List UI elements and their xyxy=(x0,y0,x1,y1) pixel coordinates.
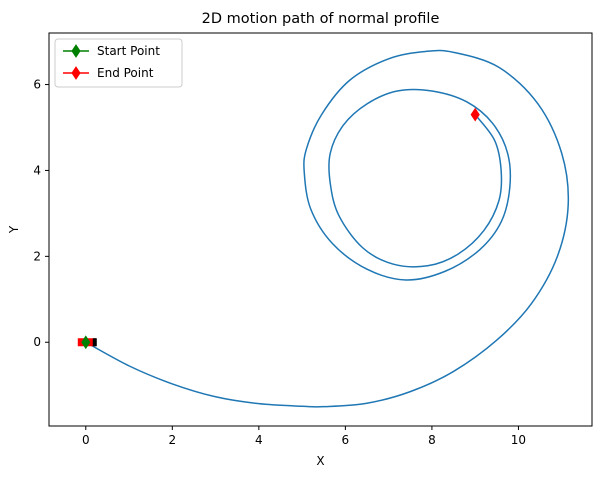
axes: 0 2 4 6 8 10 0 2 4 6 xyxy=(33,32,593,447)
plot-area xyxy=(77,49,570,408)
legend-diamond-icon xyxy=(71,44,81,58)
start-point-marker xyxy=(81,335,91,350)
x-axis-label: X xyxy=(316,454,324,468)
y-tick-label: 6 xyxy=(33,78,41,92)
legend-label: Start Point xyxy=(97,44,160,58)
legend: Start Point End Point xyxy=(54,38,183,88)
x-tick-label: 10 xyxy=(511,433,526,447)
chart-title: 2D motion path of normal profile xyxy=(202,11,440,27)
y-tick-label: 0 xyxy=(33,335,41,349)
y-tick-label: 2 xyxy=(33,249,41,263)
x-tick-label: 2 xyxy=(168,433,176,447)
y-tick-label: 4 xyxy=(33,163,41,177)
x-tick-label: 0 xyxy=(82,433,90,447)
x-tick-label: 8 xyxy=(428,433,436,447)
vehicle-front xyxy=(92,338,97,347)
end-point-marker xyxy=(470,107,480,122)
legend-label: End Point xyxy=(97,66,154,80)
y-axis-label: Y xyxy=(7,225,21,234)
x-tick-label: 6 xyxy=(342,433,350,447)
axes-frame xyxy=(48,32,593,427)
motion-path-line xyxy=(85,49,570,408)
legend-diamond-icon xyxy=(71,66,81,80)
x-tick-label: 4 xyxy=(255,433,263,447)
